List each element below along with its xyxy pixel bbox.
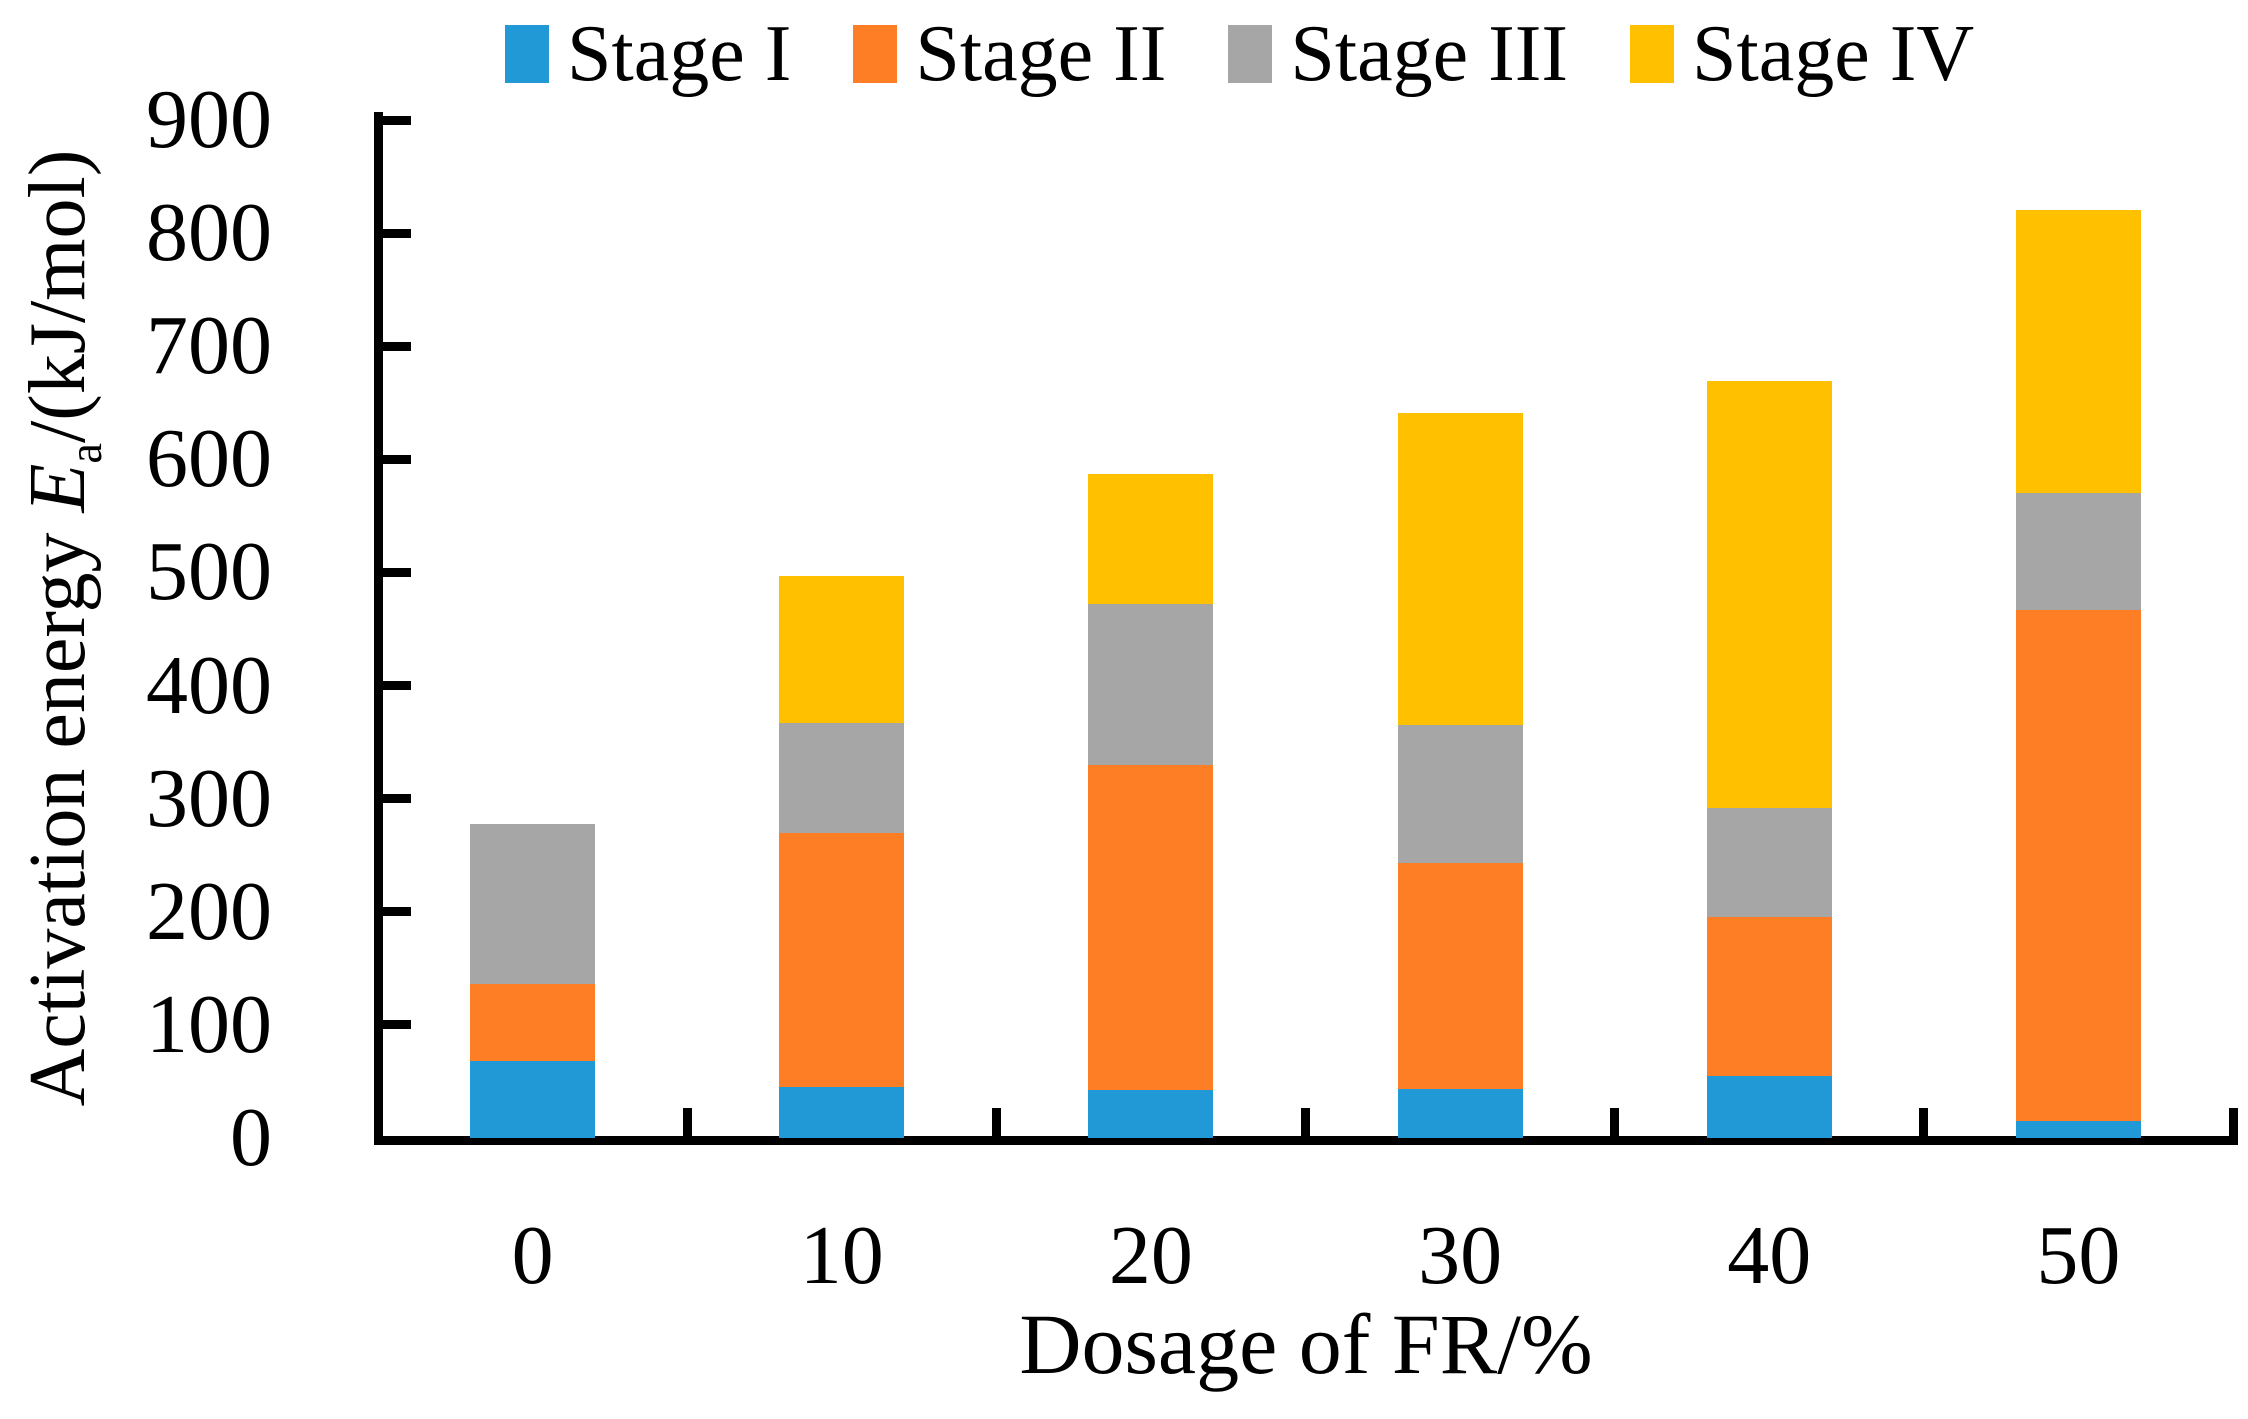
y-tick: [382, 681, 411, 691]
x-tick-label: 0: [511, 1209, 554, 1302]
legend-item: Stage I: [505, 12, 791, 96]
bar: [779, 575, 905, 1138]
y-title-subscript: a: [61, 442, 112, 464]
bar-segment: [1088, 764, 1214, 1091]
legend-swatch-icon: [1228, 25, 1273, 83]
bar-segment: [1088, 604, 1214, 765]
x-tick: [1919, 1108, 1929, 1136]
legend-swatch-icon: [1630, 25, 1675, 83]
bar-segment: [779, 575, 905, 723]
y-tick: [382, 567, 411, 577]
y-tick-label: 700: [146, 299, 272, 393]
legend-label: Stage II: [915, 10, 1167, 98]
y-tick: [382, 341, 411, 351]
bar-segment: [470, 1061, 596, 1138]
x-tick-label: 50: [2036, 1209, 2121, 1302]
bar-segment: [779, 1087, 905, 1138]
legend-label: Stage III: [1290, 10, 1569, 98]
legend-item: Stage IV: [1630, 12, 1974, 96]
bar-segment: [1706, 807, 1832, 918]
bar: [1397, 412, 1523, 1138]
bar-segment: [2015, 493, 2141, 610]
x-tick-label: 30: [1418, 1209, 1503, 1302]
x-tick: [2228, 1108, 2238, 1136]
bar-segment: [1088, 474, 1214, 605]
y-tick-label: 0: [230, 1091, 272, 1184]
y-tick: [382, 1020, 411, 1030]
legend-swatch-icon: [853, 25, 898, 83]
y-tick: [382, 454, 411, 464]
y-axis-title: Activation energy Ea/(kJ/mol): [10, 0, 112, 1258]
y-tick-label: 100: [146, 977, 272, 1071]
x-tick-label: 20: [1108, 1209, 1193, 1302]
bar-segment: [779, 722, 905, 833]
legend-label: Stage IV: [1692, 10, 1975, 98]
bar-segment: [779, 832, 905, 1088]
y-title-symbol: E: [14, 463, 102, 513]
bar-segment: [1397, 412, 1523, 726]
y-tick-label: 200: [146, 864, 272, 958]
bar-segment: [1706, 917, 1832, 1076]
bar-segment: [470, 984, 596, 1062]
bar: [1706, 381, 1832, 1138]
legend-swatch-icon: [505, 25, 549, 83]
x-axis-line: [373, 1136, 2238, 1145]
legend-item: Stage III: [1228, 12, 1568, 96]
x-tick: [682, 1108, 692, 1136]
y-tick: [382, 115, 411, 125]
legend-label: Stage I: [567, 10, 792, 98]
y-tick-label: 400: [146, 638, 272, 732]
legend-item: Stage II: [853, 12, 1166, 96]
bar-segment: [1706, 381, 1832, 808]
bar-segment: [1397, 863, 1523, 1090]
bar-segment: [1397, 1089, 1523, 1138]
y-tick-label: 900: [146, 73, 272, 166]
y-tick-label: 500: [146, 525, 272, 619]
y-tick: [382, 907, 411, 917]
y-tick-label: 300: [146, 751, 272, 845]
bar: [2015, 210, 2141, 1138]
y-tick-label: 600: [146, 412, 272, 506]
bar-segment: [470, 823, 596, 985]
x-tick-label: 40: [1727, 1209, 1812, 1302]
bar-segment: [2015, 210, 2141, 494]
y-tick: [382, 228, 411, 238]
x-tick: [1301, 1108, 1310, 1136]
bar-segment: [1088, 1090, 1214, 1138]
bar-segment: [1397, 725, 1523, 864]
x-tick-label: 10: [799, 1209, 884, 1302]
y-tick-label: 800: [146, 186, 272, 280]
x-tick: [1610, 1108, 1620, 1136]
bar-segment: [1706, 1075, 1832, 1138]
legend: Stage I Stage II Stage III Stage IV: [505, 12, 1974, 96]
y-title-suffix: /(kJ/mol): [14, 149, 102, 443]
bar: [1088, 474, 1214, 1138]
x-tick: [991, 1108, 1001, 1136]
y-title-prefix: Activation energy: [14, 512, 102, 1107]
y-tick: [382, 794, 411, 804]
bar-segment: [2015, 1121, 2141, 1138]
y-axis-line: [373, 112, 383, 1145]
bar: [470, 823, 596, 1138]
bar-segment: [2015, 609, 2141, 1121]
x-axis-title: Dosage of FR/%: [1019, 1296, 1593, 1392]
